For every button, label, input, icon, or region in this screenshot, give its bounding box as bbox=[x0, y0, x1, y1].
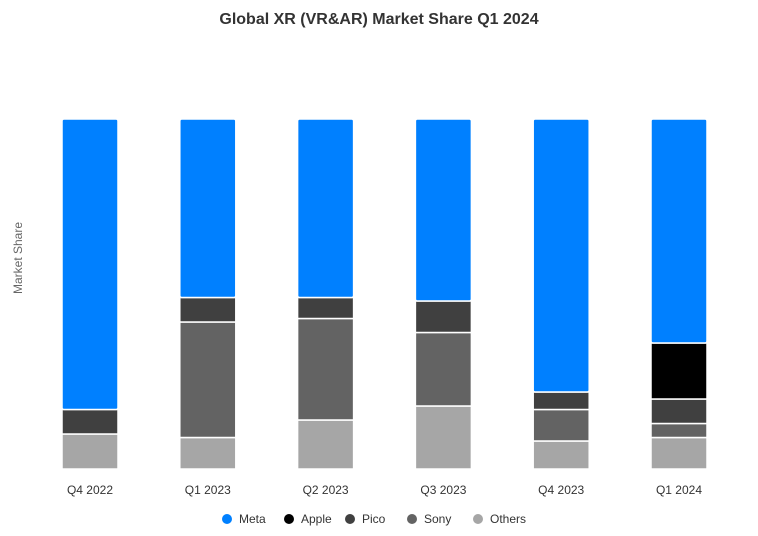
legend-label-apple[interactable]: Apple bbox=[301, 512, 332, 526]
legend-label-meta[interactable]: Meta bbox=[239, 512, 266, 526]
bar-meta-q1-2024 bbox=[650, 118, 708, 344]
legend-marker-others[interactable] bbox=[473, 514, 483, 524]
bar-sony-q4-2023 bbox=[532, 408, 590, 442]
x-tick-label: Q4 2023 bbox=[538, 483, 584, 497]
bar-apple-q1-2024 bbox=[650, 342, 708, 400]
bar-sony-q1-2024 bbox=[650, 422, 708, 439]
x-tick-label: Q4 2022 bbox=[67, 483, 113, 497]
chart-title: Global XR (VR&AR) Market Share Q1 2024 bbox=[219, 11, 539, 28]
bar-others-q1-2024 bbox=[650, 436, 708, 470]
bar-meta-q1-2023 bbox=[179, 118, 237, 299]
legend-label-others[interactable]: Others bbox=[490, 512, 526, 526]
bar-meta-q4-2022 bbox=[61, 118, 119, 411]
bar-pico-q4-2022 bbox=[61, 408, 119, 435]
bar-sony-q3-2023 bbox=[414, 331, 473, 407]
bar-pico-q1-2023 bbox=[179, 296, 237, 323]
bar-pico-q3-2023 bbox=[414, 300, 473, 334]
legend-marker-pico[interactable] bbox=[345, 514, 355, 524]
x-tick-label: Q1 2024 bbox=[656, 483, 702, 497]
x-tick-label: Q2 2023 bbox=[303, 483, 349, 497]
bar-meta-q2-2023 bbox=[296, 118, 355, 299]
bar-others-q4-2022 bbox=[61, 433, 119, 470]
bar-meta-q3-2023 bbox=[414, 118, 473, 302]
x-tick-label: Q1 2023 bbox=[185, 483, 231, 497]
bar-others-q3-2023 bbox=[414, 405, 473, 470]
legend-marker-meta[interactable] bbox=[222, 514, 232, 524]
bar-pico-q4-2023 bbox=[532, 391, 590, 411]
bar-sony-q2-2023 bbox=[296, 317, 355, 421]
bar-others-q1-2023 bbox=[179, 436, 237, 470]
bar-meta-q4-2023 bbox=[532, 118, 590, 393]
legend-marker-apple[interactable] bbox=[284, 514, 294, 524]
bar-others-q2-2023 bbox=[296, 419, 355, 470]
legend-marker-sony[interactable] bbox=[407, 514, 417, 524]
legend-label-pico[interactable]: Pico bbox=[362, 512, 386, 526]
bar-others-q4-2023 bbox=[532, 440, 590, 470]
legend-label-sony[interactable]: Sony bbox=[424, 512, 451, 526]
x-tick-label: Q3 2023 bbox=[420, 483, 466, 497]
bar-pico-q2-2023 bbox=[296, 296, 355, 320]
bar-pico-q1-2024 bbox=[650, 398, 708, 425]
bar-sony-q1-2023 bbox=[179, 321, 237, 439]
